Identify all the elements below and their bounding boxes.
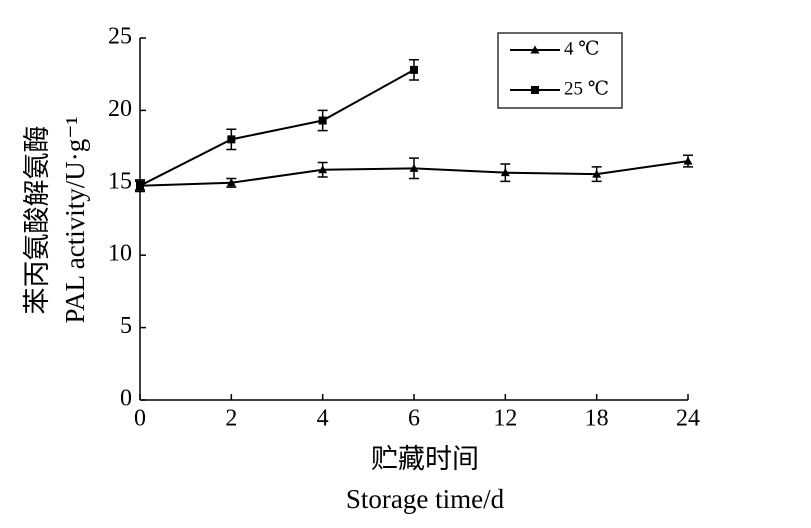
marker [592, 169, 602, 178]
legend-marker [530, 45, 540, 54]
marker [136, 181, 144, 190]
y-tick-label: 5 [120, 313, 132, 339]
x-label: Storage time/d [346, 484, 505, 514]
legend-label: 25 ℃ [564, 78, 609, 99]
x-tick-label: 12 [493, 406, 517, 432]
marker [500, 168, 510, 177]
marker [227, 135, 236, 144]
y-tick-label: 20 [108, 96, 132, 122]
y-tick-label: 0 [120, 386, 132, 412]
y-label: 苯丙氨酸解氨酶 [22, 126, 52, 315]
y-label: PAL activity/U·g⁻¹ [60, 116, 90, 323]
y-tick-label: 10 [108, 241, 132, 267]
x-tick-label: 2 [225, 406, 237, 432]
legend-label: 4 ℃ [564, 38, 600, 59]
marker [683, 156, 693, 165]
legend-marker [531, 86, 539, 94]
x-label: 贮藏时间 [371, 444, 479, 474]
y-tick-label: 25 [108, 24, 132, 50]
x-tick-label: 6 [408, 406, 420, 432]
x-tick-label: 24 [676, 406, 700, 432]
y-tick-label: 15 [108, 168, 132, 194]
x-tick-label: 0 [134, 406, 146, 432]
x-tick-label: 4 [317, 406, 329, 432]
legend-box [497, 32, 623, 109]
x-tick-label: 18 [585, 406, 609, 432]
marker [409, 163, 419, 172]
marker [318, 165, 328, 174]
marker [318, 116, 327, 125]
series-line [139, 68, 415, 187]
marker [226, 178, 236, 187]
marker [410, 65, 418, 74]
